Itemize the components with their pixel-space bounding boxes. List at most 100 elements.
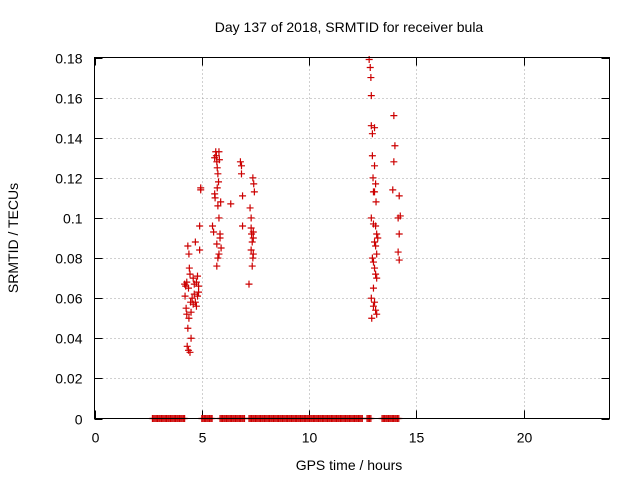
data-point xyxy=(194,272,201,280)
x-axis-label: GPS time / hours xyxy=(296,457,403,473)
data-point xyxy=(248,262,256,270)
y-tick-labels: 0 0.02 0.04 0.06 0.08 0.1 0.12 0.14 0.16 0.18 xyxy=(55,51,82,428)
data-point xyxy=(215,178,223,186)
data-point xyxy=(369,302,377,310)
data-point xyxy=(239,222,247,230)
data-point xyxy=(369,174,377,182)
y-tick-label: 0.02 xyxy=(55,371,82,387)
data-point xyxy=(214,254,222,262)
data-point xyxy=(211,154,219,162)
data-point xyxy=(371,264,379,272)
chart-title: Day 137 of 2018, SRMTID for receiver bul… xyxy=(215,19,484,35)
data-point xyxy=(249,174,257,182)
plot-frame xyxy=(94,57,610,419)
data-point xyxy=(374,234,382,242)
data-point xyxy=(183,278,191,286)
data-point xyxy=(249,228,257,236)
data-point xyxy=(248,238,256,246)
x-tick-label: 10 xyxy=(302,430,318,446)
x-tick-label: 0 xyxy=(92,430,100,446)
data-point xyxy=(371,188,379,196)
data-point xyxy=(185,314,193,322)
data-point xyxy=(246,204,254,212)
data-point xyxy=(247,214,255,222)
data-point xyxy=(373,310,381,318)
data-point xyxy=(216,234,224,242)
data-point xyxy=(247,224,255,232)
data-point xyxy=(372,222,380,230)
data-point xyxy=(215,250,223,258)
data-point xyxy=(213,184,221,192)
data-point xyxy=(372,270,380,278)
data-point xyxy=(250,180,258,188)
data-point xyxy=(366,64,374,72)
data-point xyxy=(213,164,221,172)
data-point xyxy=(249,250,257,258)
data-point xyxy=(184,284,192,292)
data-point xyxy=(371,238,379,246)
data-point xyxy=(391,142,399,150)
data-point xyxy=(390,112,398,120)
data-point xyxy=(195,288,203,296)
data-point xyxy=(213,262,221,270)
data-point xyxy=(373,230,381,238)
data-point xyxy=(372,198,380,206)
data-point xyxy=(368,314,376,322)
data-point xyxy=(369,258,377,266)
data-point xyxy=(389,186,397,194)
y-axis-label: SRMTID / TECUs xyxy=(5,183,21,293)
data-point xyxy=(395,192,403,200)
data-point xyxy=(236,158,244,166)
data-point xyxy=(214,170,222,178)
data-point xyxy=(237,162,245,170)
data-point xyxy=(211,194,219,202)
data-point xyxy=(210,228,218,236)
data-points xyxy=(181,56,404,356)
data-point xyxy=(195,282,203,290)
data-point xyxy=(186,348,194,356)
data-point xyxy=(189,274,197,282)
data-point xyxy=(188,294,196,302)
data-point xyxy=(369,284,377,292)
data-point xyxy=(187,308,195,316)
data-point xyxy=(247,246,255,254)
x-tick-label: 20 xyxy=(517,430,533,446)
y-tick-label: 0.1 xyxy=(63,211,83,227)
data-point xyxy=(215,214,223,222)
data-point xyxy=(197,184,205,192)
y-tick-label: 0.04 xyxy=(55,331,82,347)
data-point xyxy=(215,156,223,164)
data-point xyxy=(191,238,199,246)
data-point xyxy=(372,306,380,314)
y-tick-label: 0.14 xyxy=(55,131,82,147)
data-point xyxy=(394,248,402,256)
data-point xyxy=(390,158,398,166)
data-point xyxy=(372,242,380,250)
data-point xyxy=(214,202,222,210)
y-tick-label: 0.16 xyxy=(55,91,82,107)
data-point xyxy=(227,200,235,208)
data-point xyxy=(373,250,381,258)
data-point xyxy=(237,170,245,178)
data-point xyxy=(250,188,258,196)
data-point xyxy=(367,92,375,100)
data-point xyxy=(367,214,375,222)
data-point xyxy=(194,292,201,300)
x-tick-label: 15 xyxy=(409,430,425,446)
data-point xyxy=(396,212,404,220)
data-point xyxy=(184,242,192,250)
data-point xyxy=(245,280,253,288)
y-tick-label: 0.12 xyxy=(55,171,82,187)
x-tick-labels: 0 5 10 15 20 xyxy=(92,430,533,446)
y-tick-label: 0 xyxy=(75,412,83,428)
data-point xyxy=(196,246,204,254)
data-point xyxy=(192,278,200,286)
data-point xyxy=(213,240,221,248)
data-point xyxy=(395,256,403,264)
data-point xyxy=(217,198,225,206)
data-point xyxy=(371,124,379,132)
x-tick-label: 5 xyxy=(199,430,207,446)
data-point xyxy=(239,192,247,200)
data-point xyxy=(215,148,223,156)
